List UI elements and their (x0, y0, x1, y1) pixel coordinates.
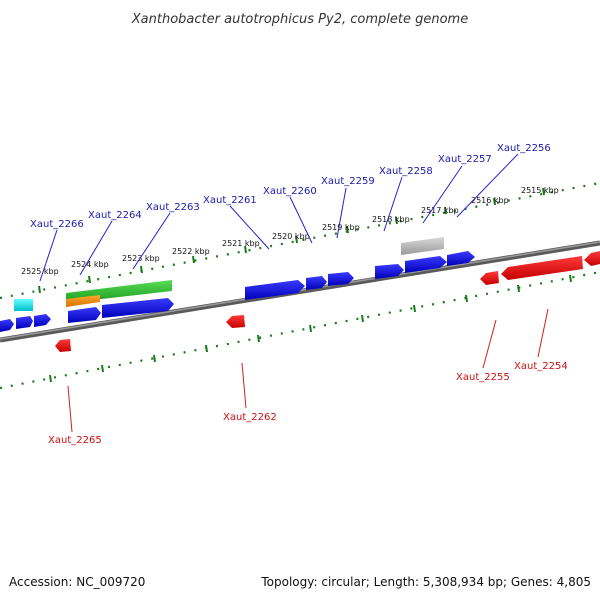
bottom-gene-labels: Xaut_2265 Xaut_2262 Xaut_2255 Xaut_2254 (48, 361, 568, 446)
gene-arrow-forward[interactable] (306, 276, 327, 290)
gene-arrow-reverse[interactable] (584, 251, 600, 266)
top-label-connectors (39, 153, 519, 282)
forward-gene-track (0, 237, 475, 332)
gene-label[interactable]: Xaut_2262 (223, 412, 277, 423)
kbp-label: 2519 kbp (322, 223, 360, 232)
gene-arrow-reverse[interactable] (226, 315, 245, 328)
kbp-label: 2524 kbp (71, 260, 109, 269)
kbp-label: 2522 kbp (172, 247, 210, 256)
gene-label[interactable]: Xaut_2265 (48, 435, 102, 446)
gene-arrow-reverse[interactable] (501, 256, 583, 280)
pseudo-feature-gray[interactable] (401, 237, 444, 255)
gene-arrow-forward[interactable] (245, 280, 305, 300)
gene-arrow-reverse[interactable] (55, 339, 71, 352)
ruler-lower-ticks (49, 274, 572, 383)
gene-label[interactable]: Xaut_2257 (438, 154, 492, 165)
kbp-labels: 2525 kbp 2524 kbp 2523 kbp 2522 kbp 2521… (21, 186, 559, 276)
gene-arrow-forward[interactable] (375, 264, 404, 279)
kbp-label: 2515 kbp (521, 186, 559, 195)
gene-label[interactable]: Xaut_2258 (379, 166, 433, 177)
gene-label[interactable]: Xaut_2254 (514, 361, 568, 372)
kbp-label: 2525 kbp (21, 267, 59, 276)
kbp-label: 2521 kbp (222, 239, 260, 248)
genome-summary-text: Topology: circular; Length: 5,308,934 bp… (260, 575, 591, 589)
gene-arrow-forward[interactable] (328, 272, 354, 286)
gene-label[interactable]: Xaut_2264 (88, 210, 142, 221)
gene-label[interactable]: Xaut_2255 (456, 372, 510, 383)
kbp-label: 2518 kbp (372, 215, 410, 224)
gene-label[interactable]: Xaut_2261 (203, 195, 257, 206)
map-title: Xanthobacter autotrophicus Py2, complete… (131, 12, 468, 27)
gene-label[interactable]: Xaut_2266 (30, 219, 84, 230)
gene-label[interactable]: Xaut_2260 (263, 186, 317, 197)
reverse-gene-track (55, 251, 600, 352)
gene-label[interactable]: Xaut_2259 (321, 176, 375, 187)
rna-feature-orange[interactable] (66, 295, 100, 307)
kbp-label: 2516 kbp (471, 196, 509, 205)
gene-label[interactable]: Xaut_2263 (146, 202, 200, 213)
gene-arrow-forward[interactable] (68, 307, 101, 323)
gene-arrow-forward[interactable] (447, 251, 475, 266)
gene-arrow-forward[interactable] (405, 256, 447, 273)
kbp-label: 2517 kbp (421, 206, 459, 215)
gene-arrow-reverse[interactable] (480, 271, 499, 285)
gene-arrow-forward[interactable] (0, 319, 14, 332)
rna-feature-cyan[interactable] (14, 299, 33, 311)
top-gene-labels: Xaut_2266 Xaut_2264 Xaut_2263 Xaut_2261 … (30, 143, 551, 230)
accession-text: Accession: NC_009720 (9, 575, 145, 589)
bottom-label-connectors (67, 308, 549, 433)
gene-arrow-forward[interactable] (16, 316, 33, 329)
kbp-label: 2520 kbp (272, 232, 310, 241)
gene-arrow-forward[interactable] (34, 314, 51, 327)
kbp-label: 2523 kbp (122, 254, 160, 263)
gene-label[interactable]: Xaut_2256 (497, 143, 551, 154)
ruler-major-ticks (38, 187, 545, 294)
gene-arrow-forward[interactable] (102, 298, 174, 318)
